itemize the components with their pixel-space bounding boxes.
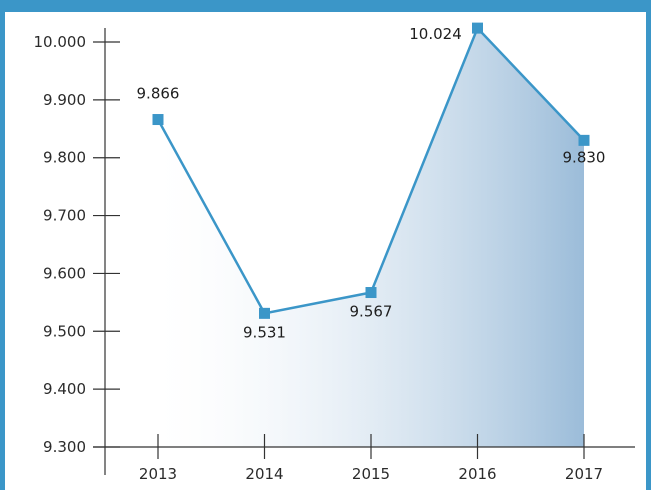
y-tick-label: 9.500 [43, 322, 86, 340]
series-area [158, 28, 584, 447]
data-label: 9.567 [350, 303, 393, 321]
x-tick-label: 2016 [458, 465, 496, 483]
data-label: 10.024 [409, 25, 462, 43]
data-point-marker [578, 134, 590, 146]
data-point-marker [472, 22, 483, 34]
x-tick-label: 2015 [352, 465, 390, 483]
x-tick-label: 2014 [245, 465, 283, 483]
y-tick-label: 9.800 [43, 149, 86, 167]
y-tick-label: 9.700 [43, 207, 86, 225]
top-frame-bar [0, 0, 651, 12]
y-tick-label: 9.600 [43, 264, 86, 282]
left-frame-border [0, 0, 5, 490]
data-point-marker [152, 114, 164, 126]
data-label: 9.866 [137, 85, 180, 103]
y-tick-label: 10.000 [34, 33, 87, 51]
y-tick-label: 9.400 [43, 380, 86, 398]
data-label: 9.531 [243, 323, 286, 341]
right-frame-border [646, 0, 651, 490]
x-tick-label: 2013 [139, 465, 177, 483]
x-tick-label: 2017 [565, 465, 603, 483]
y-tick-label: 9.300 [43, 438, 86, 456]
data-point-marker [365, 287, 377, 299]
data-label: 9.830 [563, 148, 606, 166]
data-point-marker [259, 307, 270, 319]
y-tick-label: 9.900 [43, 91, 86, 109]
